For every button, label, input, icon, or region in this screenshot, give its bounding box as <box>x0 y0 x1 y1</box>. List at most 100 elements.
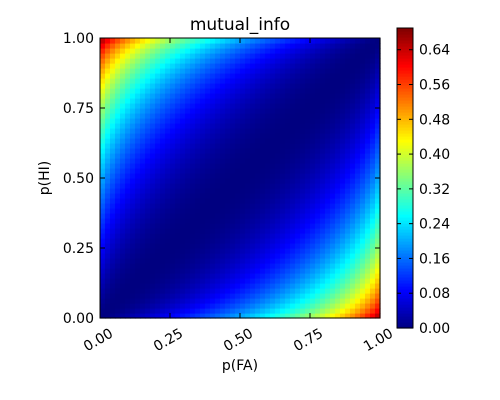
heatmap-cell <box>225 108 231 114</box>
heatmap-cell <box>365 83 371 89</box>
heatmap-cell <box>355 63 361 69</box>
heatmap-cell <box>190 38 196 44</box>
heatmap-cell <box>295 268 301 274</box>
heatmap-cell <box>215 188 221 194</box>
heatmap-cell <box>240 258 246 264</box>
heatmap-cell <box>110 178 116 184</box>
heatmap-cell <box>185 83 191 89</box>
heatmap-cell <box>310 178 316 184</box>
y-tick-label: 1.00 <box>63 31 94 47</box>
heatmap-cell <box>340 188 346 194</box>
heatmap-cell <box>350 63 356 69</box>
heatmap-cell <box>270 118 276 124</box>
heatmap-cell <box>120 233 126 239</box>
heatmap-cell <box>370 173 376 179</box>
heatmap-cell <box>275 53 281 59</box>
heatmap-cell <box>290 103 296 109</box>
heatmap-cell <box>370 218 376 224</box>
heatmap-cell <box>295 128 301 134</box>
heatmap-cell <box>260 198 266 204</box>
heatmap-cell <box>255 93 261 99</box>
heatmap-cell <box>120 103 126 109</box>
heatmap-cell <box>250 38 256 44</box>
heatmap-cell <box>335 248 341 254</box>
heatmap-cell <box>315 218 321 224</box>
heatmap-cell <box>300 58 306 64</box>
heatmap-cell <box>145 308 151 314</box>
heatmap-cell <box>220 218 226 224</box>
heatmap-cell <box>325 188 331 194</box>
heatmap-cell <box>285 53 291 59</box>
heatmap-cell <box>215 278 221 284</box>
heatmap-cell <box>120 298 126 304</box>
heatmap-cell <box>215 88 221 94</box>
heatmap-cell <box>275 93 281 99</box>
heatmap-cell <box>210 193 216 199</box>
heatmap-cell <box>205 123 211 129</box>
heatmap-cell <box>185 128 191 134</box>
heatmap-cell <box>300 63 306 69</box>
heatmap-cell <box>210 313 216 319</box>
heatmap-cell <box>285 148 291 154</box>
heatmap-cell <box>350 203 356 209</box>
heatmap-cell <box>230 243 236 249</box>
heatmap-cell <box>105 48 111 54</box>
heatmap-cell <box>170 43 176 49</box>
heatmap-cell <box>275 133 281 139</box>
heatmap-cell <box>360 118 366 124</box>
heatmap-cell <box>160 203 166 209</box>
heatmap-cell <box>110 118 116 124</box>
heatmap-cell <box>255 53 261 59</box>
heatmap-cell <box>175 263 181 269</box>
heatmap-cell <box>230 268 236 274</box>
heatmap-cell <box>325 198 331 204</box>
heatmap-cell <box>295 118 301 124</box>
heatmap-cell <box>365 268 371 274</box>
heatmap-cell <box>345 133 351 139</box>
colorbar-segment <box>397 265 413 269</box>
heatmap-cell <box>365 193 371 199</box>
heatmap-cell <box>360 308 366 314</box>
heatmap-cell <box>375 153 381 159</box>
heatmap-cell <box>365 63 371 69</box>
heatmap-cell <box>170 53 176 59</box>
heatmap-cell <box>230 213 236 219</box>
heatmap-cell <box>335 98 341 104</box>
heatmap-cell <box>335 313 341 319</box>
heatmap-cell <box>335 178 341 184</box>
heatmap-cell <box>240 203 246 209</box>
heatmap-cell <box>255 38 261 44</box>
heatmap-cell <box>345 38 351 44</box>
heatmap-cell <box>120 178 126 184</box>
heatmap-cell <box>370 98 376 104</box>
heatmap-cell <box>170 238 176 244</box>
heatmap-cell <box>170 103 176 109</box>
heatmap-cell <box>245 118 251 124</box>
heatmap-cell <box>100 118 106 124</box>
heatmap-cell <box>160 243 166 249</box>
heatmap-cell <box>375 238 381 244</box>
heatmap-cell <box>270 183 276 189</box>
heatmap-cell <box>340 178 346 184</box>
heatmap-cell <box>315 73 321 79</box>
heatmap-cell <box>160 273 166 279</box>
heatmap-cell <box>300 93 306 99</box>
heatmap-cell <box>170 58 176 64</box>
heatmap-cell <box>290 198 296 204</box>
heatmap-cell <box>295 213 301 219</box>
heatmap-cell <box>260 293 266 299</box>
heatmap-cell <box>305 213 311 219</box>
heatmap-cell <box>265 103 271 109</box>
heatmap-cell <box>170 113 176 119</box>
heatmap-cell <box>310 98 316 104</box>
heatmap-cell <box>195 68 201 74</box>
heatmap-cell <box>100 73 106 79</box>
heatmap-cell <box>250 203 256 209</box>
heatmap-cell <box>315 78 321 84</box>
heatmap-cell <box>105 138 111 144</box>
heatmap-cell <box>175 283 181 289</box>
heatmap-cell <box>320 283 326 289</box>
heatmap-cell <box>235 213 241 219</box>
heatmap-cell <box>220 208 226 214</box>
heatmap-cell <box>310 213 316 219</box>
